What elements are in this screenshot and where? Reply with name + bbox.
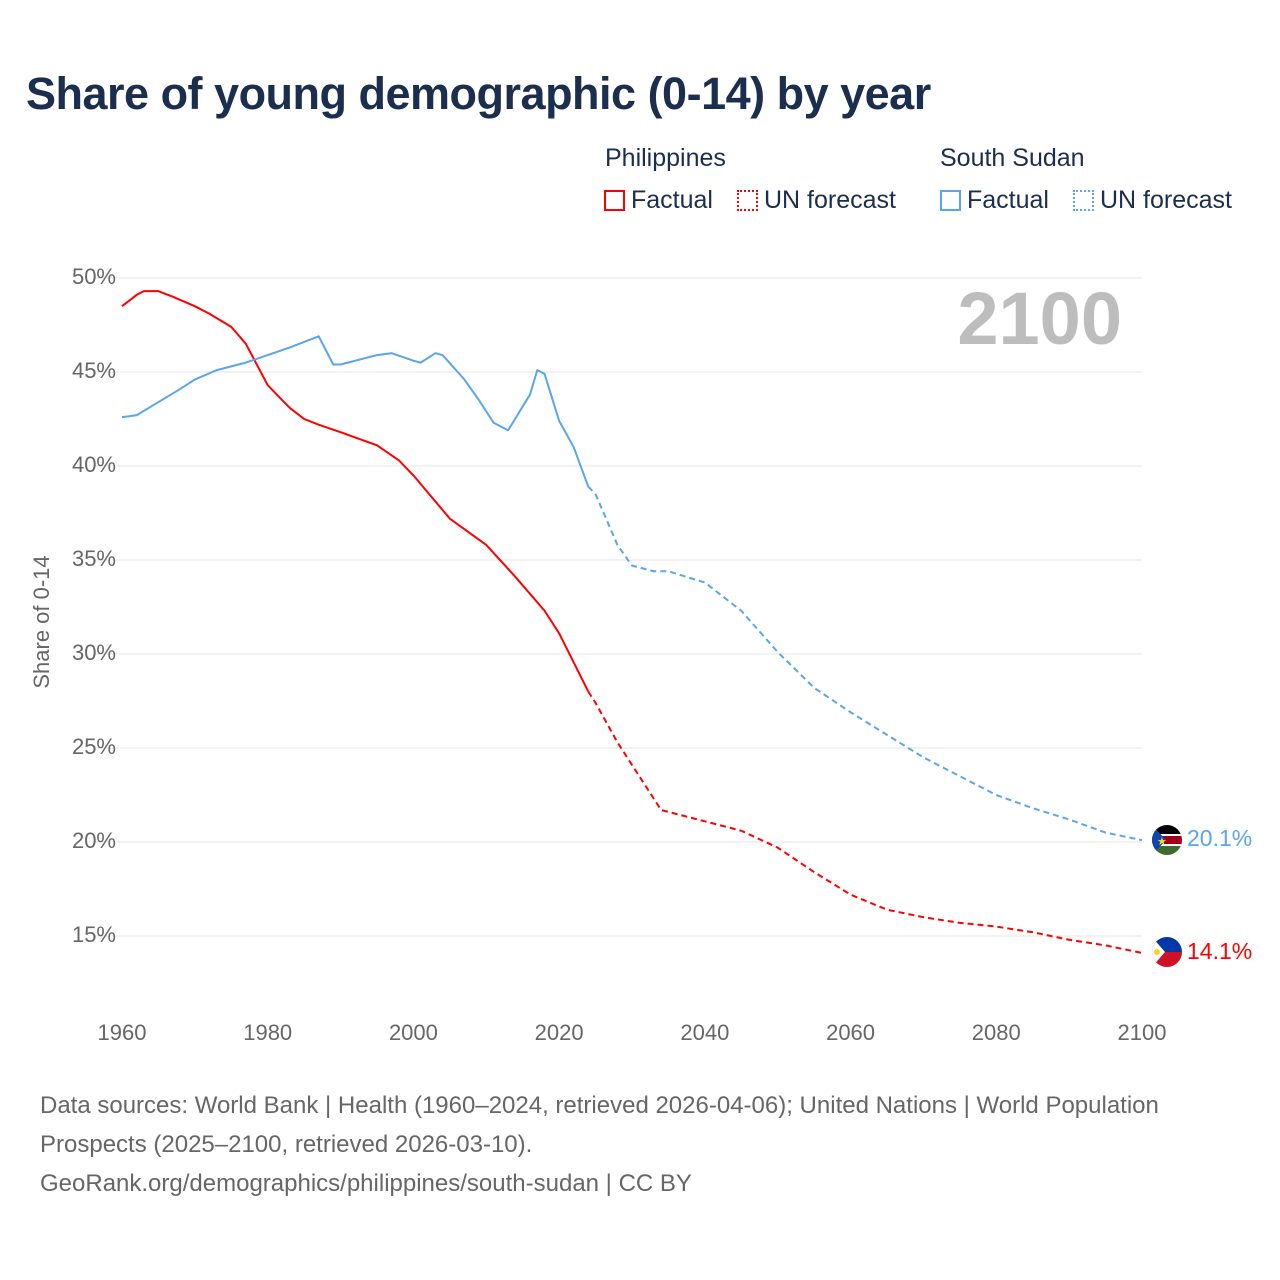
y-axis-title: Share of 0-14 bbox=[29, 555, 54, 689]
y-tick-label: 40% bbox=[71, 452, 116, 477]
data-sources: Data sources: World Bank | Health (1960–… bbox=[40, 1092, 1159, 1158]
x-tick-label: 2080 bbox=[971, 1020, 1021, 1045]
philippines-end-value: 14.1% bbox=[1187, 938, 1253, 964]
x-tick-label: 2000 bbox=[388, 1020, 438, 1045]
legend-philippines-forecast[interactable]: UN forecast bbox=[737, 186, 896, 215]
y-tick-label: 20% bbox=[71, 828, 116, 853]
y-tick-label: 50% bbox=[71, 264, 116, 289]
legend-south-sudan-forecast[interactable]: UN forecast bbox=[1073, 186, 1232, 215]
source-link[interactable]: GeoRank.org/demographics/philippines/sou… bbox=[40, 1170, 692, 1197]
dotted-swatch-icon bbox=[737, 190, 758, 211]
legend-label: UN forecast bbox=[764, 186, 896, 214]
series-line-south-sudan-un-forecast bbox=[587, 485, 1143, 842]
x-tick-label: 1960 bbox=[97, 1020, 147, 1045]
legend-group-philippines: Philippines bbox=[605, 144, 726, 172]
chart-title: Share of young demographic (0-14) by yea… bbox=[26, 68, 931, 119]
solid-swatch-icon bbox=[940, 190, 961, 211]
series-line-philippines-factual bbox=[121, 290, 590, 693]
legend-group-south-sudan: South Sudan bbox=[940, 144, 1085, 172]
legend-label: Factual bbox=[967, 186, 1049, 214]
legend-south-sudan-factual[interactable]: Factual bbox=[940, 186, 1049, 215]
y-tick-label: 45% bbox=[71, 358, 116, 383]
south-sudan-flag-icon: ★ bbox=[1152, 825, 1182, 855]
solid-swatch-icon bbox=[604, 190, 625, 211]
legend-philippines-factual[interactable]: Factual bbox=[604, 186, 713, 215]
series-line-philippines-un-forecast bbox=[587, 691, 1143, 954]
y-tick-label: 35% bbox=[71, 546, 116, 571]
footer: Data sources: World Bank | Health (1960–… bbox=[40, 1086, 1160, 1203]
x-tick-label: 2100 bbox=[1117, 1020, 1167, 1045]
current-year-label: 2100 bbox=[957, 277, 1122, 360]
legend-label: Factual bbox=[631, 186, 713, 214]
y-tick-label: 15% bbox=[71, 922, 116, 947]
x-tick-label: 2020 bbox=[534, 1020, 584, 1045]
x-tick-label: 2040 bbox=[680, 1020, 730, 1045]
dotted-swatch-icon bbox=[1073, 190, 1094, 211]
philippines-flag-icon bbox=[1152, 937, 1182, 967]
x-tick-label: 2060 bbox=[826, 1020, 876, 1045]
south-sudan-end-value: 20.1% bbox=[1187, 825, 1253, 851]
x-tick-label: 1980 bbox=[243, 1020, 293, 1045]
svg-text:★: ★ bbox=[1157, 836, 1167, 848]
y-tick-label: 25% bbox=[71, 734, 116, 759]
series-line-south-sudan-factual bbox=[121, 335, 590, 488]
y-tick-label: 30% bbox=[71, 640, 116, 665]
legend-label: UN forecast bbox=[1100, 186, 1232, 214]
